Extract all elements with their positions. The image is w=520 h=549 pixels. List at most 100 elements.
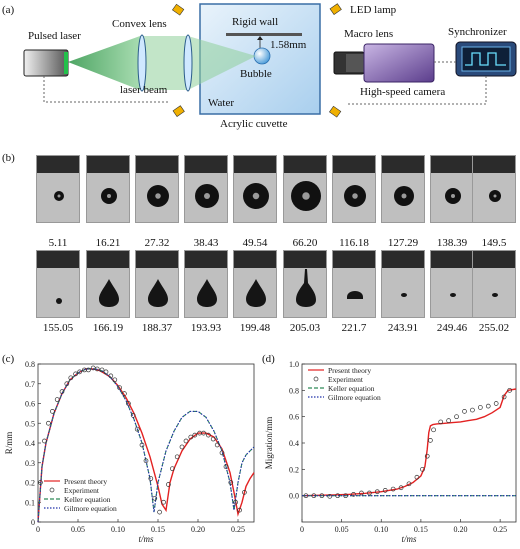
experiment-point: [152, 495, 158, 501]
experiment-point: [438, 419, 444, 425]
y-tick-label: 0.4: [25, 439, 35, 448]
experiment-point: [54, 397, 60, 402]
bubble-frame: [381, 250, 425, 318]
bubble-frame: [283, 250, 327, 318]
experiment-point: [242, 490, 247, 495]
experiment-point: [390, 486, 396, 492]
experiment-point: [428, 438, 433, 443]
experiment-point: [94, 366, 100, 372]
present-theory-line: [301, 388, 517, 497]
experiment-point: [303, 493, 309, 499]
bubble-frame: [86, 250, 130, 318]
high-speed-camera-icon: [363, 43, 435, 83]
x-tick-label: 0: [300, 525, 304, 534]
experiment-point: [485, 403, 491, 409]
experiment-point: [86, 367, 91, 373]
pulsed-laser-label: Pulsed laser: [28, 30, 81, 42]
y-tick-label: 0.7: [25, 380, 35, 389]
experiment-point: [367, 490, 372, 496]
experiment-point: [68, 375, 74, 381]
frame-time-label: 155.05: [42, 322, 74, 334]
legend-label: Keller equation: [328, 384, 375, 393]
experiment-point: [446, 418, 451, 423]
frame-time-label: 205.03: [289, 322, 321, 334]
experiment-point: [179, 444, 185, 450]
x-tick-label: 0.10: [111, 525, 125, 534]
y-tick-label: 1.0: [289, 360, 299, 369]
led-lamp-icon: [172, 3, 342, 118]
experiment-point: [134, 426, 140, 432]
y-tick-label: 0.1: [25, 498, 35, 507]
convex-lens-1: [137, 34, 147, 92]
legend-marker: [313, 376, 319, 382]
high-speed-camera-label: High-speed camera: [360, 86, 446, 98]
experiment-point: [174, 454, 180, 460]
bubble-frame: [135, 250, 179, 318]
bubble-frame: [184, 155, 228, 223]
frame-time-label: 149.5: [481, 237, 507, 249]
experiment-point: [335, 493, 341, 499]
frame-time-label: 127.29: [387, 237, 419, 249]
y-tick-label: 0.6: [289, 413, 299, 422]
experiment-point: [431, 427, 436, 433]
experiment-point: [424, 453, 430, 459]
experiment-point: [311, 493, 317, 499]
legend-marker: [49, 487, 55, 493]
bubble-frame: [283, 155, 327, 223]
experiment-point: [122, 391, 127, 396]
experiment-point: [59, 389, 65, 395]
bubble-label: Bubble: [240, 68, 272, 80]
experiment-point: [477, 405, 483, 410]
bubble-frame: [430, 250, 474, 318]
experiment-point: [130, 412, 136, 418]
y-axis-label: R/mm: [4, 432, 14, 455]
y-axis-label: Migration/mm: [264, 417, 274, 470]
experiment-point: [343, 493, 348, 499]
experiment-point: [77, 369, 82, 375]
y-tick-label: 0.5: [25, 419, 35, 428]
laser-beam-label: laser beam: [120, 84, 168, 96]
frame-time-label: 138.39: [436, 237, 468, 249]
x-tick-label: 0.20: [191, 525, 205, 534]
experiment-point: [46, 420, 51, 426]
led-lamp-label: LED lamp: [350, 4, 397, 16]
experiment-point: [201, 430, 206, 436]
y-tick-label: 0.2: [25, 479, 35, 488]
convex-lens-label: Convex lens: [112, 18, 167, 30]
bubble-frame: [233, 155, 277, 223]
x-tick-label: 0: [36, 525, 40, 534]
x-axis-label: t/ms: [401, 534, 417, 544]
y-tick-label: 0: [31, 518, 35, 527]
frame-time-label: 116.18: [339, 237, 369, 249]
experiment-point: [382, 488, 388, 493]
experiment-point: [38, 480, 43, 485]
y-tick-label: 0.0: [289, 492, 299, 501]
x-tick-label: 0.15: [151, 525, 165, 534]
bubble-frame: [332, 155, 376, 223]
experiment-point: [351, 492, 356, 497]
bubble-frame: [381, 155, 425, 223]
frame-time-label: 38.43: [193, 237, 219, 249]
bubble-frame: [332, 250, 376, 318]
experiment-point: [206, 432, 211, 438]
experiment-point: [501, 394, 507, 400]
distance-label: 1.58mm: [270, 39, 307, 51]
experiment-point: [210, 436, 216, 442]
experiment-point: [237, 507, 242, 513]
experiment-point: [157, 509, 162, 515]
y-tick-label: 0.8: [25, 360, 35, 369]
experiment-point: [414, 474, 420, 480]
y-tick-label: 0.6: [25, 400, 35, 409]
experiment-point: [406, 481, 412, 487]
rigid-wall: [226, 33, 302, 36]
experiment-point: [398, 485, 404, 491]
y-tick-label: 0.8: [289, 386, 299, 395]
experiment-point: [228, 480, 234, 485]
x-tick-label: 0.25: [231, 525, 245, 534]
bubble-frame: [430, 155, 474, 223]
frame-time-label: 243.91: [387, 322, 419, 334]
bubble-frame: [472, 250, 516, 318]
frame-time-label: 249.46: [436, 322, 468, 334]
x-axis-label: t/ms: [138, 534, 154, 544]
experiment-point: [493, 401, 499, 406]
